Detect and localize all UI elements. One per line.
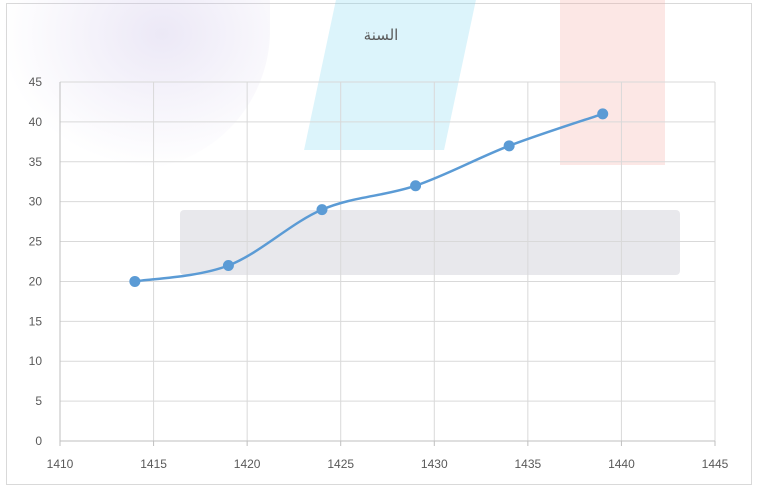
y-tick-label: 5 <box>35 394 42 408</box>
x-tick-label: 1440 <box>608 457 635 471</box>
chart-title: السنة <box>364 26 399 44</box>
y-tick-label: 0 <box>35 434 42 448</box>
y-tick-label: 30 <box>29 195 43 209</box>
x-tick-label: 1435 <box>515 457 542 471</box>
y-tick-label: 35 <box>29 155 43 169</box>
data-point <box>222 259 234 271</box>
y-tick-label: 20 <box>29 274 43 288</box>
x-tick-label: 1445 <box>702 457 729 471</box>
x-tick-label: 1425 <box>327 457 354 471</box>
data-point <box>503 140 515 152</box>
x-tick-label: 1415 <box>140 457 167 471</box>
x-tick-label: 1410 <box>47 457 74 471</box>
chart-grid <box>60 81 716 441</box>
x-tick-label: 1420 <box>234 457 261 471</box>
chart-axes <box>59 82 716 446</box>
y-tick-label: 40 <box>29 115 43 129</box>
y-tick-label: 15 <box>29 314 43 328</box>
y-tick-label: 25 <box>29 235 43 249</box>
chart-frame <box>6 3 752 485</box>
x-tick-labels: 1410 1415 1420 1425 1430 1435 1440 1445 <box>47 457 729 471</box>
data-point <box>129 275 141 287</box>
y-tick-label: 45 <box>29 75 43 89</box>
y-tick-label: 10 <box>29 354 43 368</box>
data-point <box>316 204 328 216</box>
x-tick-label: 1430 <box>421 457 448 471</box>
y-tick-labels: 0 5 10 15 20 25 30 35 40 45 <box>29 75 43 448</box>
series-line <box>133 112 604 283</box>
chart-series <box>129 108 609 287</box>
data-point <box>410 180 422 192</box>
data-point <box>597 108 609 120</box>
